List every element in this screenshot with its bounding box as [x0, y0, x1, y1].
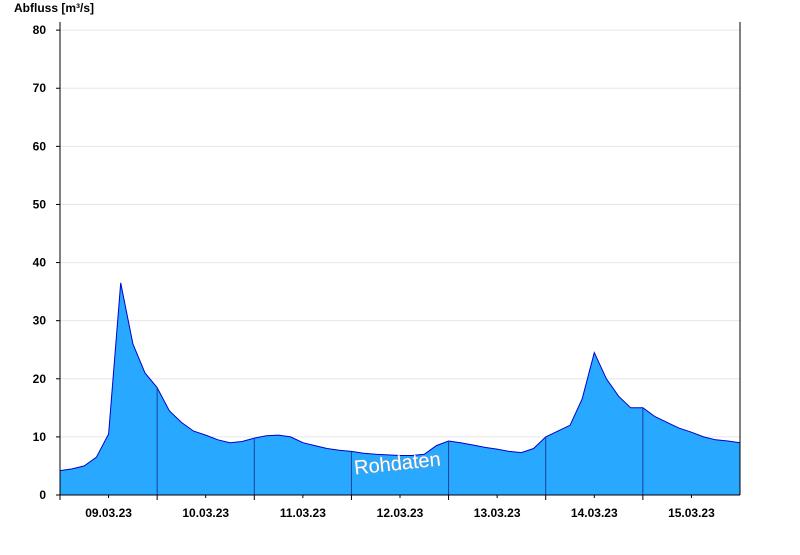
- y-tick-label: 60: [33, 139, 47, 153]
- y-tick-label: 0: [39, 488, 46, 502]
- y-tick-label: 20: [33, 372, 47, 386]
- x-tick-label: 14.03.23: [571, 506, 618, 520]
- y-tick-label: 50: [33, 197, 47, 211]
- line: [59, 282, 741, 472]
- x-tick-label: 12.03.23: [377, 506, 424, 520]
- y-axis-label: Abfluss [m³/s]: [14, 1, 94, 15]
- y-tick-label: 10: [33, 430, 47, 444]
- y-tick-label: 80: [33, 23, 47, 37]
- annotation: Rohdaten: [353, 449, 442, 480]
- y-tick-label: 70: [33, 81, 47, 95]
- x-tick-label: 10.03.23: [182, 506, 229, 520]
- x-tick-label: 15.03.23: [668, 506, 715, 520]
- x-tick-label: 09.03.23: [85, 506, 132, 520]
- plot: [59, 282, 741, 495]
- y-tick-label: 30: [33, 314, 47, 328]
- x-tick-label: 13.03.23: [474, 506, 521, 520]
- x-tick-label: 11.03.23: [280, 506, 326, 520]
- area: [60, 282, 740, 495]
- axes: 0 10 20 30 40 50 60 70 80 09.03.23 10.03.23 11.03.2…: [33, 22, 741, 520]
- y-tick-label: 40: [33, 256, 47, 270]
